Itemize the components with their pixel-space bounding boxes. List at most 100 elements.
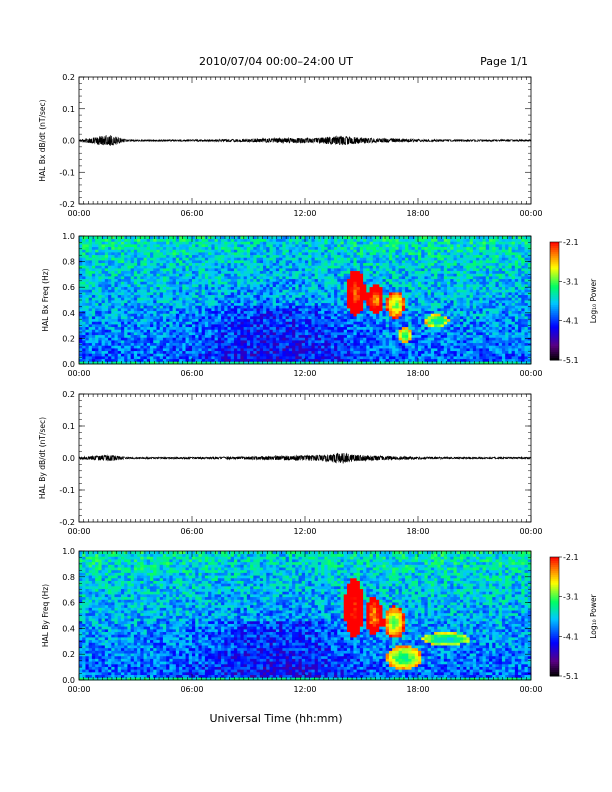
spectrogram-cell bbox=[253, 254, 257, 258]
spectrogram-cell bbox=[198, 252, 203, 256]
spectrogram-cell bbox=[133, 358, 138, 362]
spectrogram-cell bbox=[124, 265, 128, 269]
spectrogram-cell bbox=[272, 321, 277, 325]
spectrogram-cell bbox=[143, 300, 148, 304]
spectrogram-cell bbox=[256, 310, 261, 314]
spectrogram-cell bbox=[330, 286, 335, 290]
spectrogram-cell bbox=[392, 305, 396, 309]
spectrogram-cell bbox=[98, 254, 102, 258]
spectrogram-cell bbox=[250, 260, 254, 264]
spectrogram-cell bbox=[317, 281, 322, 285]
spectrogram-cell bbox=[243, 292, 248, 296]
spectrogram-cell bbox=[363, 348, 367, 352]
spectrogram-cell bbox=[79, 238, 83, 242]
spectrogram-cell bbox=[272, 300, 277, 304]
spectrogram-cell bbox=[137, 268, 141, 272]
spectrogram-cell bbox=[82, 350, 86, 354]
spectrogram-cell bbox=[150, 356, 154, 360]
spectrogram-cell bbox=[114, 353, 119, 357]
spectrogram-cell bbox=[295, 265, 299, 269]
spectrogram-cell bbox=[263, 254, 267, 258]
spectrogram-cell bbox=[101, 321, 106, 325]
spectrogram-cell bbox=[179, 244, 183, 248]
spectrogram-cell bbox=[179, 268, 183, 272]
spectrogram-cell bbox=[88, 297, 93, 301]
spectrogram-cell bbox=[240, 289, 245, 293]
spectrogram-cell bbox=[127, 356, 132, 360]
spectrogram-cell bbox=[137, 236, 141, 240]
spectrogram-cell bbox=[104, 337, 109, 341]
spectrogram-cell bbox=[295, 321, 299, 325]
spectrogram-cell bbox=[117, 249, 122, 253]
spectrogram-cell bbox=[214, 265, 219, 269]
spectrogram-cell bbox=[379, 292, 383, 296]
spectrogram-cell bbox=[192, 342, 196, 346]
spectrogram-cell bbox=[192, 310, 196, 314]
spectrogram-cell bbox=[169, 337, 174, 341]
spectrogram-cell bbox=[292, 318, 296, 322]
spectrogram-cell bbox=[188, 244, 193, 248]
spectrogram-cell bbox=[221, 353, 225, 357]
spectrogram-cell bbox=[324, 361, 328, 365]
spectrogram-cell bbox=[204, 262, 209, 266]
spectrogram-cell bbox=[95, 302, 99, 306]
spectrogram-cell bbox=[227, 270, 232, 274]
spectrogram-cell bbox=[217, 268, 222, 272]
spectrogram-cell bbox=[101, 286, 106, 290]
spectrogram-cell bbox=[172, 316, 177, 320]
spectrogram-cell bbox=[143, 334, 148, 338]
spectrogram-cell bbox=[114, 289, 119, 293]
spectrogram-cell bbox=[359, 313, 364, 317]
spectrogram-cell bbox=[101, 342, 106, 346]
spectrogram-cell bbox=[217, 289, 222, 293]
spectrogram-cell bbox=[153, 300, 157, 304]
spectrogram-cell bbox=[295, 329, 299, 333]
spectrogram-cell bbox=[246, 289, 251, 293]
spectrogram-cell bbox=[379, 244, 383, 248]
spectrogram-cell bbox=[334, 313, 338, 317]
spectrogram-cell bbox=[98, 249, 102, 253]
spectrogram-cell bbox=[124, 337, 128, 341]
spectrogram-cell bbox=[217, 300, 222, 304]
spectrogram-cell bbox=[266, 268, 270, 272]
spectrogram-cell bbox=[114, 257, 119, 261]
spectrogram-cell bbox=[130, 321, 135, 325]
spectrogram-cell bbox=[221, 260, 225, 264]
spectrogram-cell bbox=[117, 356, 122, 360]
spectrogram-cell bbox=[175, 305, 180, 309]
spectrogram-cell bbox=[169, 345, 174, 349]
spectrogram-cell bbox=[221, 289, 225, 293]
spectrogram-cell bbox=[388, 257, 393, 261]
spectrogram-cell bbox=[321, 270, 325, 274]
spectrogram-cell bbox=[108, 297, 112, 301]
spectrogram-cell bbox=[376, 329, 380, 333]
spectrogram-cell bbox=[114, 337, 119, 341]
spectrogram-cell bbox=[153, 249, 157, 253]
spectrogram-cell bbox=[82, 342, 86, 346]
spectrogram-cell bbox=[224, 334, 228, 338]
spectrogram-cell bbox=[172, 249, 177, 253]
spectrogram-cell bbox=[392, 324, 396, 328]
spectrogram-cell bbox=[327, 292, 332, 296]
spectrogram-cell bbox=[172, 273, 177, 277]
spectrogram-cell bbox=[91, 310, 96, 314]
spectrogram-cell bbox=[340, 334, 345, 338]
spectrogram-cell bbox=[256, 254, 261, 258]
spectrogram-cell bbox=[146, 268, 151, 272]
spectrogram-cell bbox=[330, 294, 335, 298]
spectrogram-cell bbox=[101, 350, 106, 354]
spectrogram-cell bbox=[343, 289, 348, 293]
spectrogram-cell bbox=[363, 294, 367, 298]
spectrogram-cell bbox=[240, 316, 245, 320]
spectrogram-cell bbox=[143, 270, 148, 274]
spectrogram-cell bbox=[240, 294, 245, 298]
spectrogram-cell bbox=[108, 292, 112, 296]
spectrogram-cell bbox=[308, 241, 312, 245]
spectrogram-cell bbox=[275, 332, 280, 336]
spectrogram-cell bbox=[366, 337, 370, 341]
spectrogram-cell bbox=[298, 254, 303, 258]
spectrogram-cell bbox=[133, 241, 138, 245]
spectrogram-cell bbox=[130, 353, 135, 357]
spectrogram-cell bbox=[301, 252, 306, 256]
spectrogram-cell bbox=[250, 297, 254, 301]
